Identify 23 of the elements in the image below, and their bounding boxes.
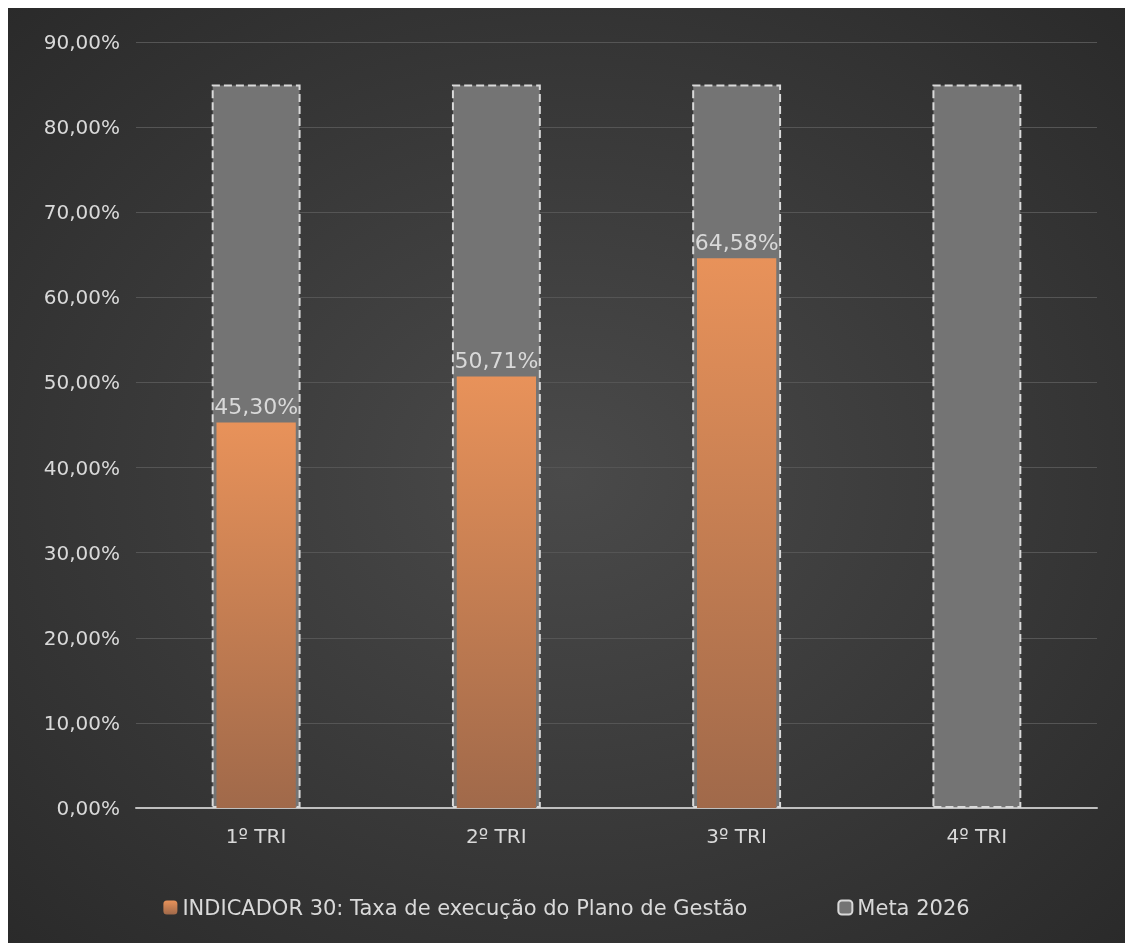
y-tick-label: 30,00% <box>43 540 120 565</box>
y-tick-label: 90,00% <box>43 30 120 54</box>
y-tick-label: 20,00% <box>43 625 120 650</box>
y-tick-label: 50,00% <box>43 370 120 395</box>
y-tick-label: 70,00% <box>43 200 120 225</box>
data-label: 50,71% <box>454 347 539 373</box>
y-tick-label: 80,00% <box>43 115 120 140</box>
x-tick-label: 2º TRI <box>466 824 527 848</box>
x-tick-label: 4º TRI <box>946 824 1008 848</box>
bar <box>932 84 1022 808</box>
data-label: 64,58% <box>694 229 779 255</box>
y-tick-label: 60,00% <box>43 285 120 310</box>
x-tick-label: 1º TRI <box>225 824 287 848</box>
data-label: 45,30% <box>214 393 299 419</box>
bar <box>456 376 537 808</box>
bar <box>696 258 777 808</box>
legend-label: INDICADOR 30: Taxa de execução do Plano de Gestão <box>182 895 748 920</box>
y-tick-label: 0,00% <box>56 796 120 820</box>
legend-label: Meta 2026 <box>857 895 970 920</box>
x-tick-label: 3º TRI <box>706 824 767 848</box>
y-tick-label: 10,00% <box>43 710 120 735</box>
y-tick-label: 40,00% <box>43 455 120 480</box>
bar <box>216 422 296 808</box>
